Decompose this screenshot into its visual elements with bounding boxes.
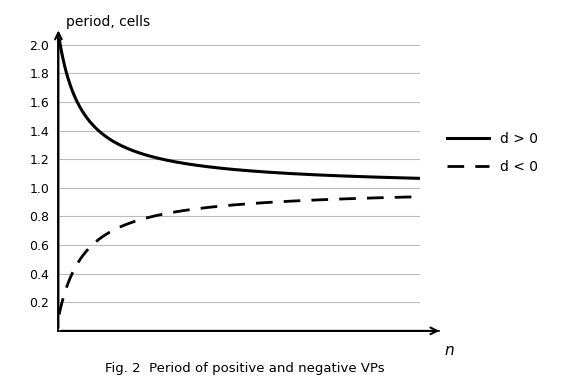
Text: Fig. 2  Period of positive and negative VPs: Fig. 2 Period of positive and negative V… bbox=[106, 362, 385, 375]
Legend: d > 0, d < 0: d > 0, d < 0 bbox=[442, 127, 544, 180]
Text: period, cells: period, cells bbox=[65, 15, 150, 29]
Text: n: n bbox=[444, 343, 454, 358]
